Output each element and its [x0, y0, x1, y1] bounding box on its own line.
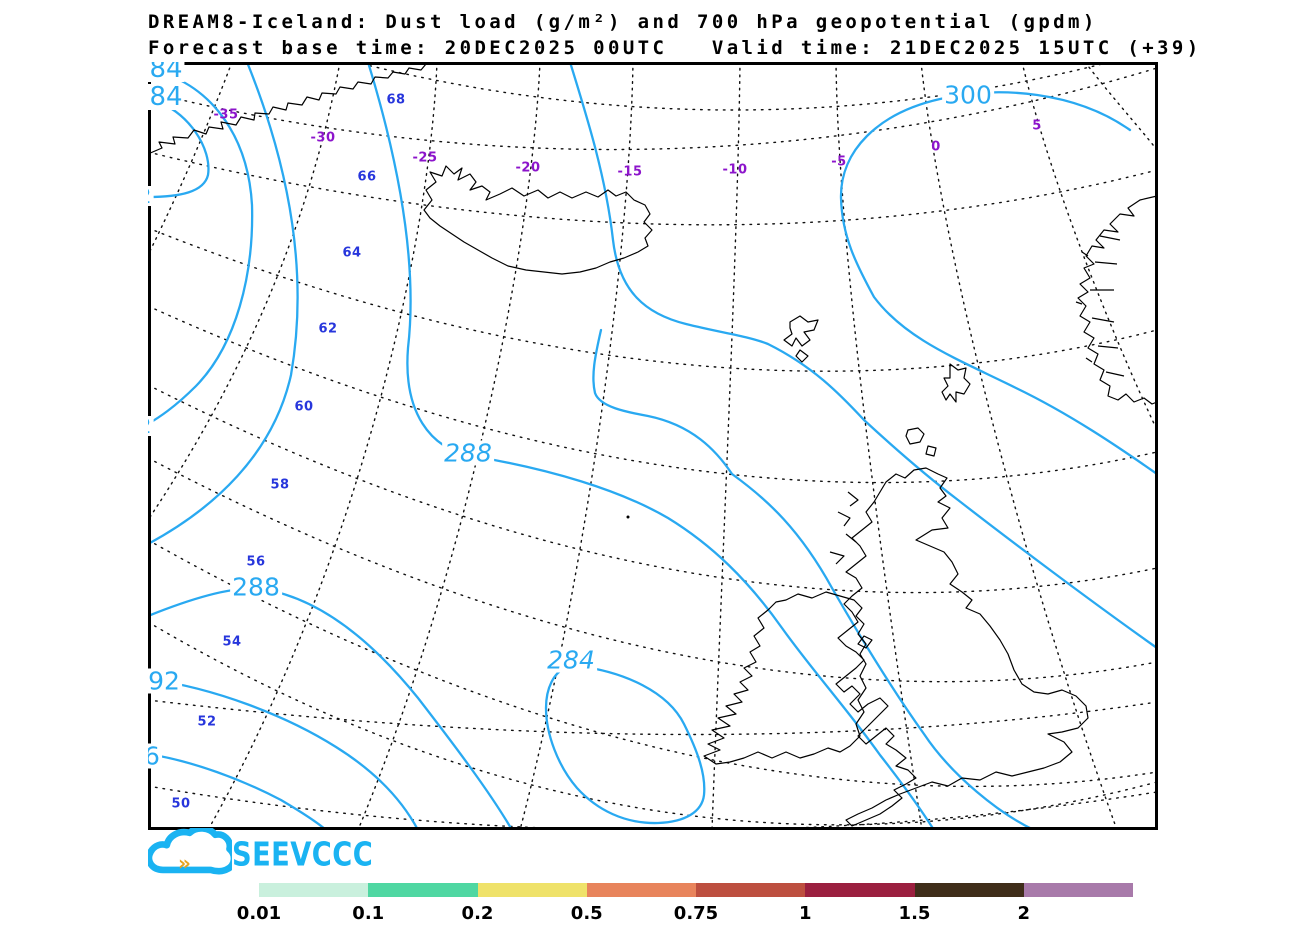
forecast-valid-time: Forecast base time: 20DEC2025 00UTC Vali…	[148, 37, 1202, 59]
logo-wordmark: SEEVCCC	[232, 836, 374, 874]
seevccc-logo: » SEEVCCC	[145, 825, 408, 884]
colorbar-tick: 1.5	[898, 903, 931, 924]
coast-greenland	[148, 63, 427, 155]
contour-288-southwest	[148, 587, 514, 830]
dust-load-colorbar: 0.01 0.1 0.2 0.5 0.75 1 1.5 2	[237, 883, 1133, 924]
coast-islet	[626, 515, 630, 519]
map-border	[148, 62, 1158, 830]
colorbar-tick: 0.5	[570, 903, 603, 924]
contour-296-southwest	[148, 752, 328, 830]
colorbar-segment	[805, 883, 915, 897]
colorbar-segment	[586, 883, 696, 897]
coast-iceland	[423, 165, 653, 275]
cloud-icon: »	[145, 825, 238, 875]
contour-288-left	[148, 62, 299, 546]
colorbar-tick: 2	[1017, 903, 1031, 924]
contour-284-loop	[544, 664, 706, 825]
coast-faroe-islands	[783, 315, 819, 363]
page-title: DREAM8-Iceland: Dust load (g/m²) and 700…	[148, 11, 1098, 33]
contour-284-left-outer	[148, 67, 254, 426]
colorbar-segment	[696, 883, 806, 897]
contour-284-left-inner	[148, 96, 210, 199]
contour-288-mid	[366, 62, 936, 830]
colorbar-segment	[1023, 883, 1133, 897]
graticule-meridians	[148, 62, 1158, 830]
colorbar-tick: 1	[798, 903, 812, 924]
contour-296-diagonal	[568, 62, 1158, 650]
geopotential-contours	[148, 62, 1158, 830]
colorbar-tick: 0.01	[236, 903, 282, 924]
colorbar-tick: 0.2	[461, 903, 494, 924]
colorbar-tick: 0.1	[352, 903, 385, 924]
logo-arrow-icon: »	[178, 851, 191, 875]
graticule-parallels	[148, 62, 1158, 830]
contour-300-arc	[839, 91, 1158, 476]
coast-great-britain	[835, 467, 1089, 827]
map-canvas	[148, 62, 1158, 830]
coast-shetland	[941, 363, 971, 403]
coast-orkney	[905, 427, 937, 457]
contour-292-southwest	[148, 677, 420, 830]
coastlines	[148, 63, 1158, 827]
coast-ireland	[703, 591, 867, 765]
colorbar-segment	[477, 883, 587, 897]
colorbar-tick: 0.75	[673, 903, 719, 924]
colorbar-segment	[368, 883, 478, 897]
contour-292-diagonal	[592, 328, 1036, 830]
coast-norway-fjords	[1075, 235, 1125, 377]
coast-isle-of-man	[857, 635, 873, 649]
coast-norway	[1077, 195, 1158, 405]
colorbar-segment	[914, 883, 1024, 897]
coast-hebrides	[829, 491, 859, 565]
colorbar-segment	[259, 883, 369, 897]
